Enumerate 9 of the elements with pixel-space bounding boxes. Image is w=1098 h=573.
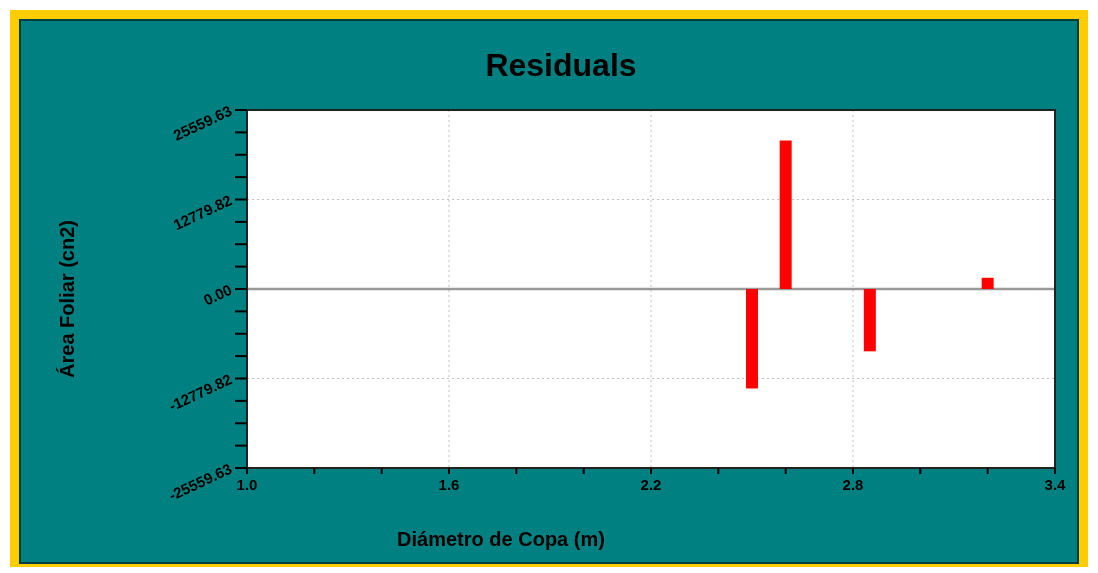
- x-axis-title: Diámetro de Copa (m): [397, 528, 605, 550]
- y-tick-label: 0.00: [200, 280, 235, 309]
- x-tick-label: 2.8: [842, 476, 864, 493]
- x-tick-label: 2.2: [640, 476, 662, 493]
- x-tick-label: 1.6: [438, 476, 460, 493]
- y-axis-title: Área Foliar (cn2): [56, 220, 78, 378]
- x-tick-label: 1.0: [236, 476, 258, 493]
- x-tick-label: 3.4: [1044, 476, 1067, 493]
- chart-title: Residuals: [485, 47, 637, 83]
